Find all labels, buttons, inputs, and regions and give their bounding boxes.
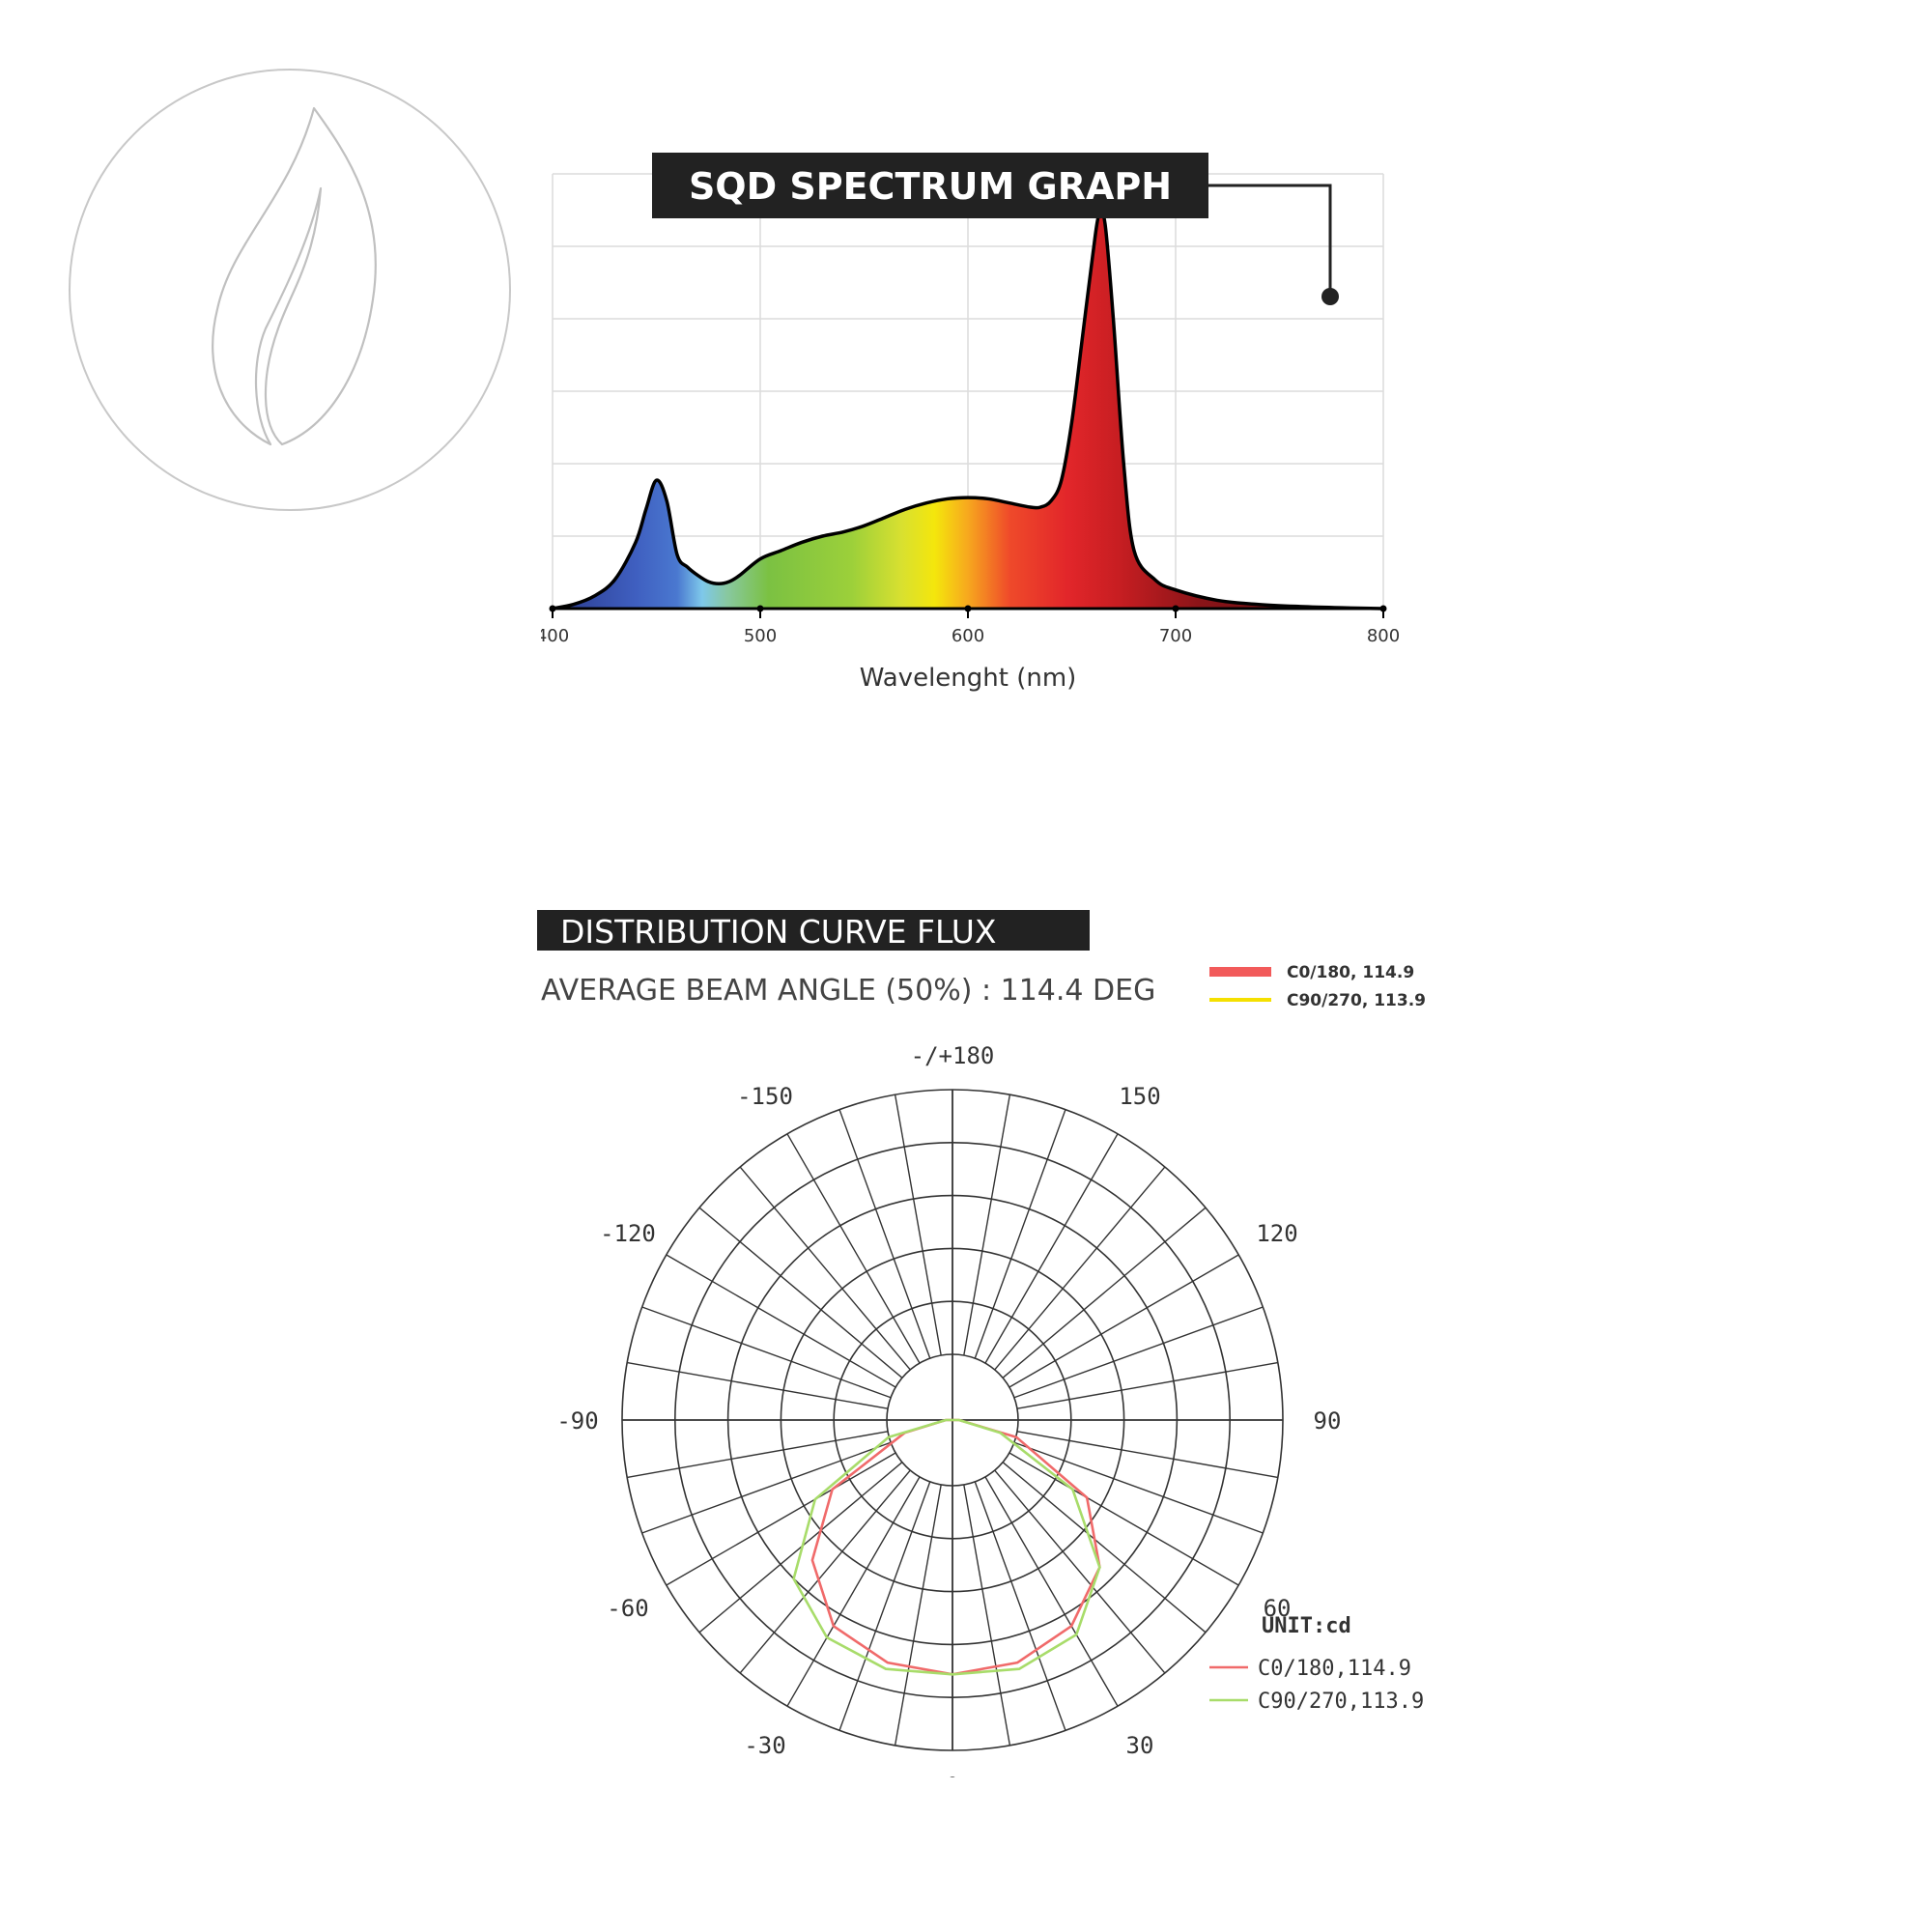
polar-spoke [786,1133,921,1364]
polar-spoke [1013,1306,1264,1399]
x-tick-dot [756,605,764,612]
top-legend-label: C0/180, 114.9 [1287,963,1414,982]
spectrum-title: SQD SPECTRUM GRAPH [689,165,1172,208]
unit-label: UNIT:cd [1262,1614,1351,1638]
polar-grid [621,1089,1284,1751]
top-legend-label: C90/270, 113.9 [1287,991,1426,1010]
top-legend-swatch [1209,998,1271,1002]
polar-spoke [963,1094,1011,1356]
spectrum-curve [552,209,1384,611]
angle-label: 150 [1119,1083,1160,1110]
polar-spoke [994,1166,1166,1371]
angle-label: 120 [1256,1220,1297,1247]
logo-circle [69,69,511,511]
polar-spoke [739,1469,911,1674]
angle-label: -30 [744,1732,785,1759]
polar-spoke [894,1094,942,1356]
polar-spoke [698,1207,903,1378]
angle-label: 90 [1314,1407,1342,1435]
top-legend-swatch [1209,967,1271,977]
x-tick-label: 800 [1367,626,1400,646]
polar-spoke [627,1431,889,1479]
x-tick-dot [549,605,556,612]
distribution-title-box [537,910,1090,951]
x-axis-label: Wavelenght (nm) [860,664,1077,693]
x-tick-label: 500 [744,626,777,646]
angle-label: -90 [556,1407,598,1435]
x-tick-label: 700 [1159,626,1192,646]
polar-spoke [1016,1361,1278,1409]
polar-spoke [698,1462,903,1634]
x-tick-dot [964,605,972,612]
polar-spoke [984,1133,1119,1364]
polar-spoke [627,1361,889,1409]
callout-dot [1321,288,1339,305]
polar-spoke [963,1484,1011,1746]
angle-label: -60 [607,1595,648,1622]
logo [69,69,511,511]
polar-spoke [894,1484,942,1746]
polar-curves [792,1418,1101,1676]
polar-spoke [666,1452,896,1586]
polar-spoke [786,1476,921,1707]
polar-curve-c90 [792,1418,1101,1676]
polar-spoke [974,1109,1066,1359]
curve-legend-label: C90/270,113.9 [1258,1690,1424,1714]
polar-spoke [838,1109,931,1359]
polar-spoke [974,1481,1066,1731]
angle-label: 0 [946,1773,959,1777]
distribution-chart: DISTRIBUTION CURVE FLUX AVERAGE BEAM ANG… [537,910,1426,1777]
angle-label: 60 [1264,1595,1292,1622]
curve-legend-label: C0/180,114.9 [1258,1657,1411,1681]
polar-spoke [1013,1441,1264,1534]
curve-legend: C0/180,114.9 C90/270,113.9 [1209,1657,1424,1714]
angle-label: 30 [1126,1732,1154,1759]
top-legend: C0/180, 114.9 C90/270, 113.9 [1209,963,1426,1010]
x-tick-label: 600 [952,626,984,646]
polar-spoke [666,1254,896,1388]
polar-spoke [1016,1431,1278,1479]
angle-label: -/+180 [911,1042,995,1069]
polar-spoke [641,1441,892,1534]
angle-label: -120 [600,1220,656,1247]
x-tick-label: 400 [541,626,569,646]
polar-spoke [1002,1207,1207,1378]
beam-angle-subtitle: AVERAGE BEAM ANGLE (50%) : 114.4 DEG [541,974,1155,1008]
polar-spoke [994,1469,1166,1674]
polar-spoke [838,1481,931,1731]
distribution-title: DISTRIBUTION CURVE FLUX [560,913,996,951]
polar-spoke [1009,1254,1239,1388]
polar-spoke [984,1476,1119,1707]
polar-spoke [1009,1452,1239,1586]
spectrum-title-box [652,153,1208,218]
title-callout-line [1208,184,1332,297]
polar-spoke [1002,1462,1207,1634]
x-tick-dot [1172,605,1179,612]
leaf-icon [212,106,377,446]
polar-spoke [641,1306,892,1399]
angle-label: -150 [737,1083,793,1110]
x-tick-labels: 400 500 600 700 800 [541,605,1400,646]
spectrum-chart: 400 500 600 700 800 Wavelenght (nm) SQD SPEC… [541,153,1400,693]
angle-labels: -/+180 150 120 90 60 30 0 -30 -60 -90 -120 -150 [556,1042,1341,1777]
x-tick-dot [1379,605,1387,612]
polar-spoke [739,1166,911,1371]
